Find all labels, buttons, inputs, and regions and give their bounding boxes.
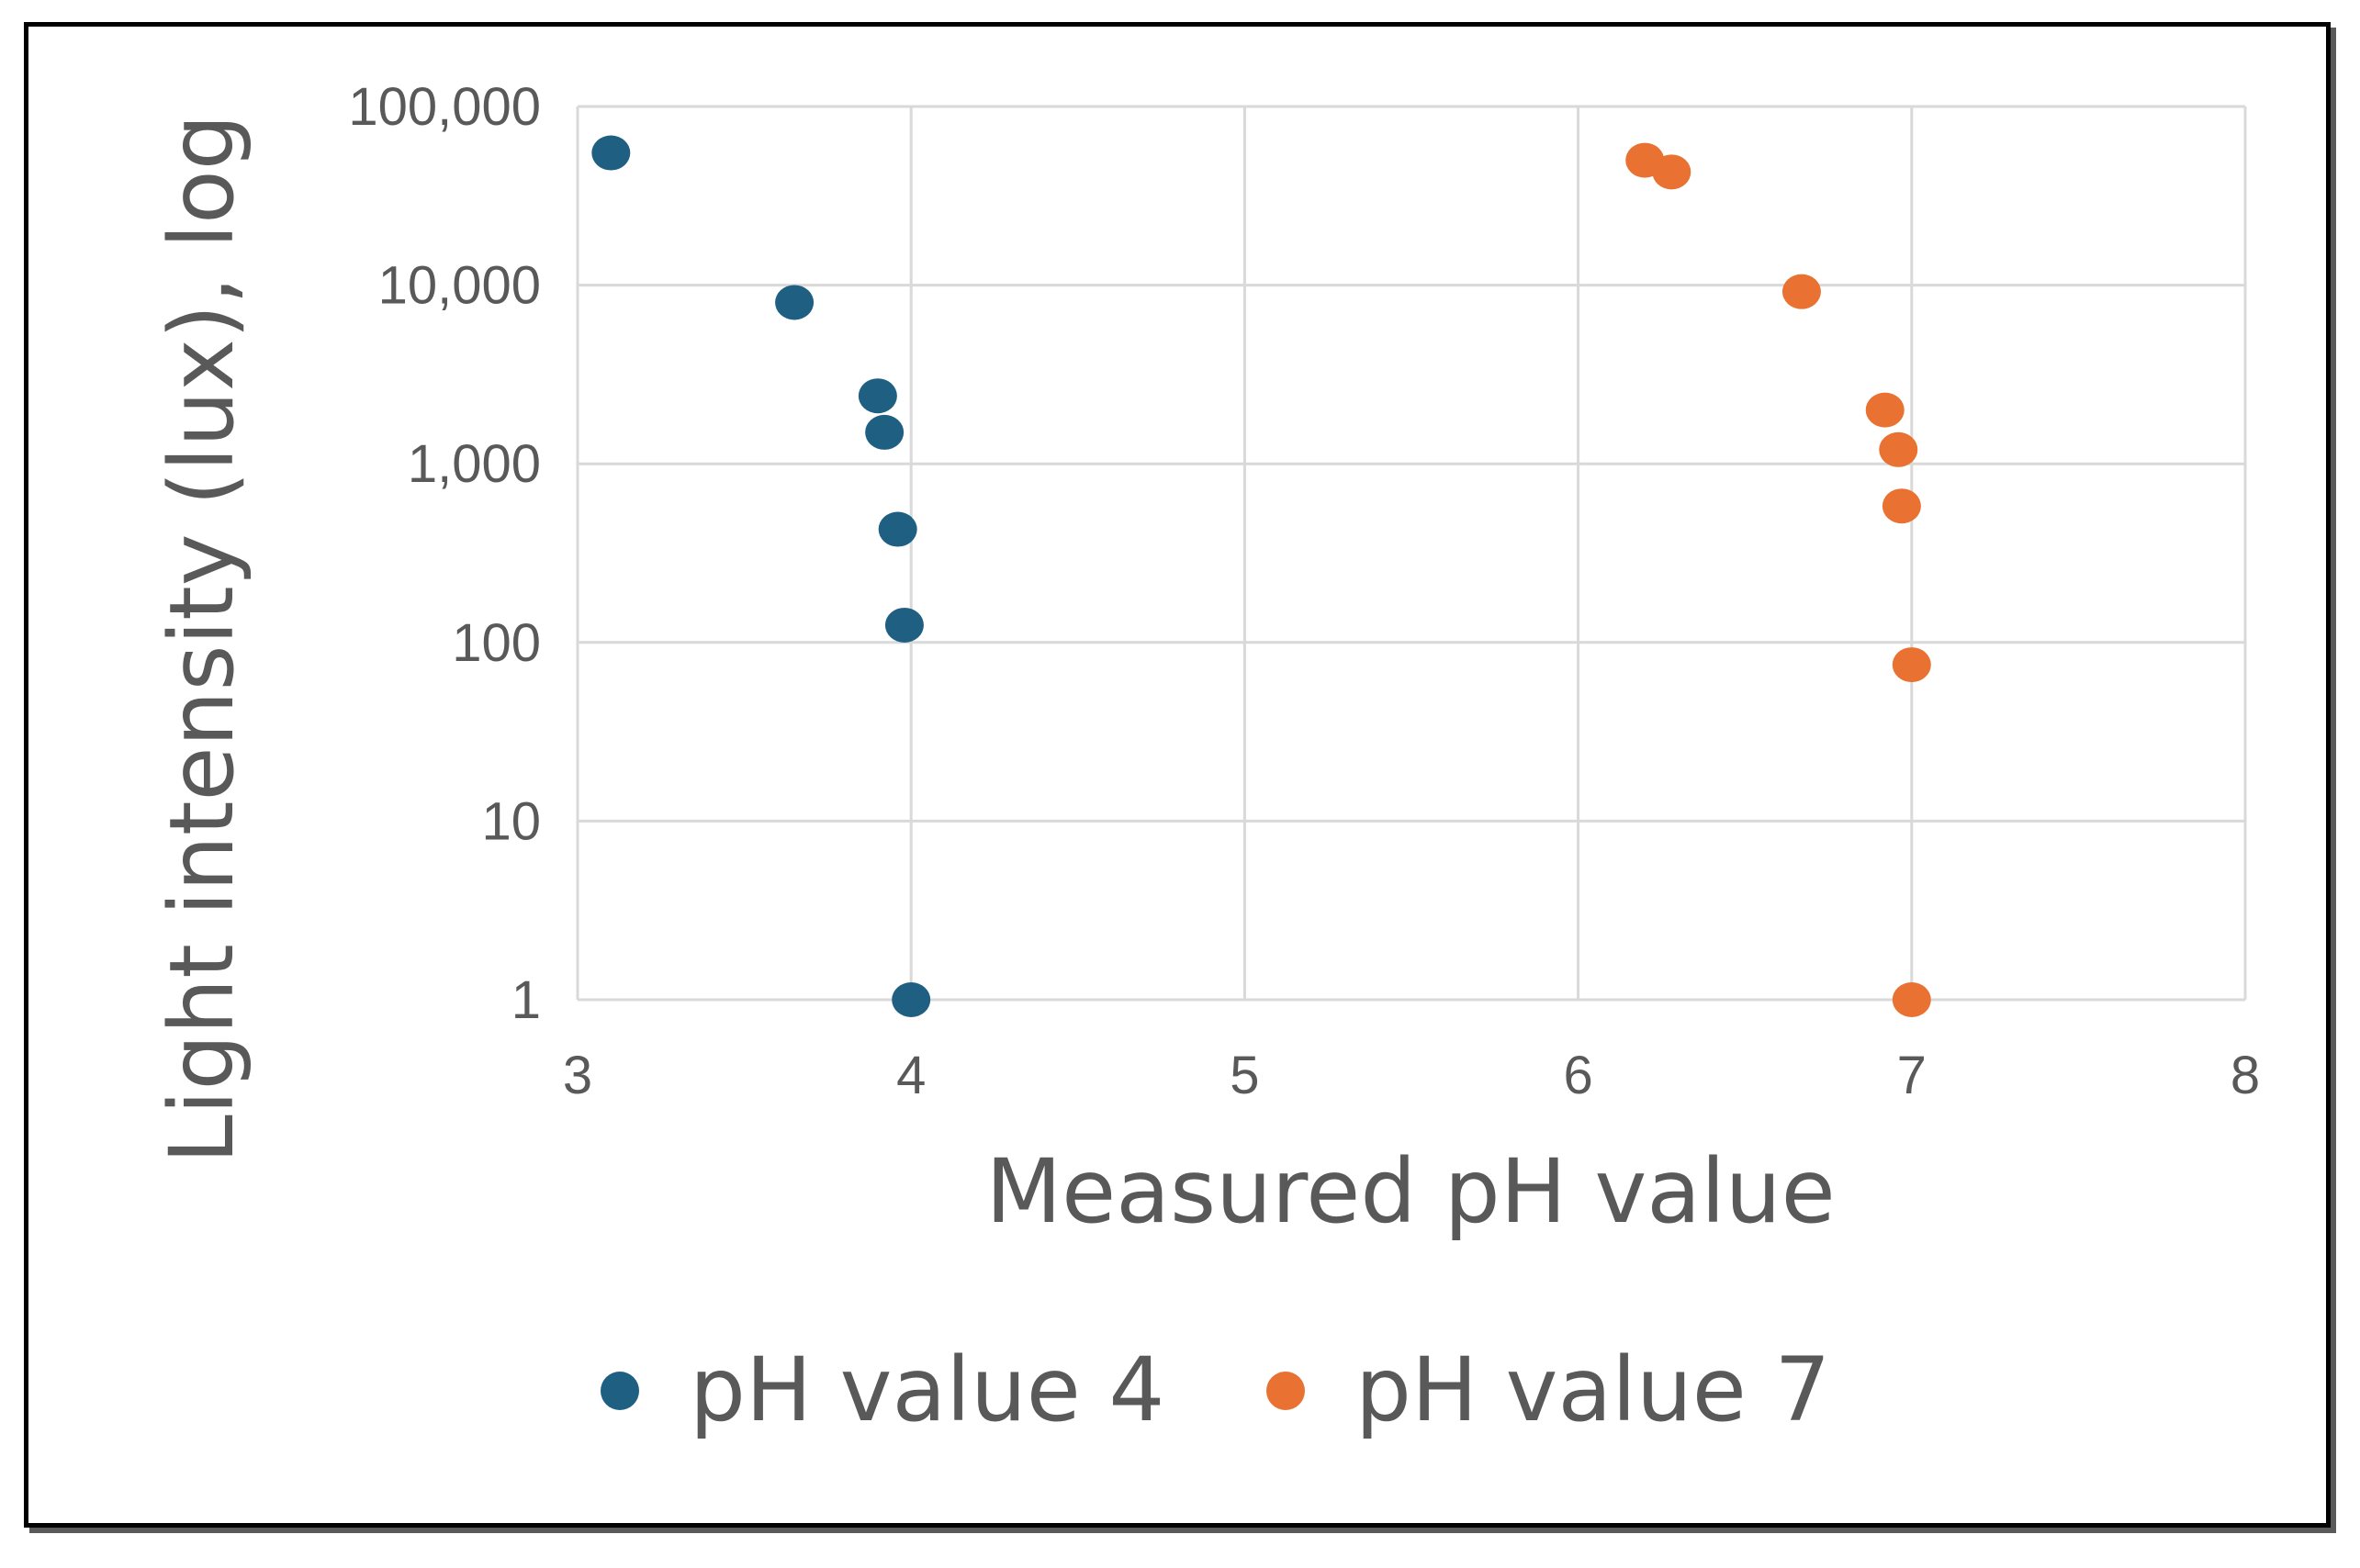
data-point-series-1 xyxy=(591,135,631,171)
y-tick-labels: 1 10 100 1,000 10,000 100,000 xyxy=(348,77,541,1030)
x-tick-labels: 3 4 5 6 7 8 xyxy=(563,1046,2260,1105)
data-point-series-2 xyxy=(1882,488,1921,524)
y-tick-label: 100,000 xyxy=(348,77,541,137)
data-point-series-2 xyxy=(1892,647,1931,683)
legend-label-1: pH value 4 xyxy=(690,1338,1164,1441)
x-tick-label: 7 xyxy=(1897,1046,1927,1105)
data-point-series-2 xyxy=(1892,982,1931,1017)
x-tick-label: 5 xyxy=(1230,1046,1259,1105)
data-point-series-1 xyxy=(878,511,917,547)
data-point-series-2 xyxy=(1879,431,1918,467)
data-point-series-1 xyxy=(892,982,931,1017)
y-tick-label: 10 xyxy=(481,791,541,851)
legend: pH value 4 pH value 7 xyxy=(601,1338,1830,1441)
grid-layer xyxy=(576,105,2247,1002)
data-point-series-2 xyxy=(1652,154,1691,190)
legend-marker-2 xyxy=(1266,1372,1305,1410)
y-tick-label: 1,000 xyxy=(408,434,541,494)
data-point-series-1 xyxy=(858,378,897,414)
legend-label-2: pH value 7 xyxy=(1355,1338,1830,1441)
chart-frame: 1 10 100 1,000 10,000 100,000 3 4 5 6 7 8 Measured… xyxy=(24,22,2331,1528)
data-point-series-1 xyxy=(775,285,815,320)
x-tick-label: 4 xyxy=(896,1046,926,1105)
data-point-series-2 xyxy=(1865,392,1905,428)
x-tick-label: 6 xyxy=(1563,1046,1592,1105)
x-axis-title: Measured pH value xyxy=(985,1140,1835,1243)
y-axis-title: Light intensity (lux), log xyxy=(151,114,253,1163)
x-tick-label: 8 xyxy=(2231,1046,2260,1105)
x-tick-label: 3 xyxy=(563,1046,592,1105)
data-points xyxy=(591,135,1931,1017)
legend-marker-1 xyxy=(601,1372,639,1410)
data-point-series-2 xyxy=(1781,274,1821,309)
data-point-series-1 xyxy=(865,414,905,450)
y-tick-label: 100 xyxy=(452,613,541,673)
data-point-series-1 xyxy=(884,607,924,643)
scatter-chart: 1 10 100 1,000 10,000 100,000 3 4 5 6 7 8 Measured… xyxy=(151,77,2260,1441)
y-tick-label: 1 xyxy=(511,970,541,1030)
y-tick-label: 10,000 xyxy=(378,256,541,316)
